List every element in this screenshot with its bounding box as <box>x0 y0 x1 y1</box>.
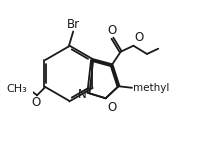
Text: O: O <box>107 101 116 114</box>
Text: Br: Br <box>67 18 80 31</box>
Text: N: N <box>77 88 86 101</box>
Text: O: O <box>108 24 117 37</box>
Text: O: O <box>32 96 41 109</box>
Text: CH₃: CH₃ <box>6 84 27 93</box>
Text: O: O <box>134 31 143 44</box>
Text: methyl: methyl <box>133 83 169 93</box>
